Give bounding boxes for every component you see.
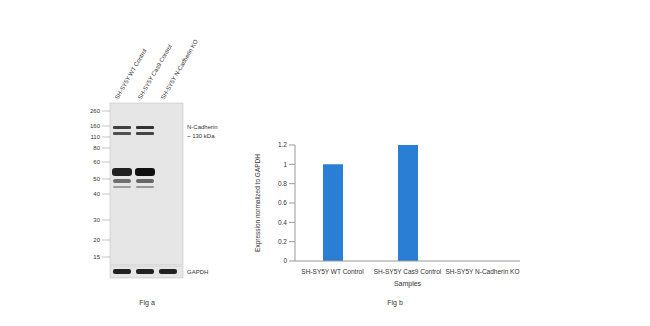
svg-text:0: 0 [283,257,287,264]
svg-text:160: 160 [90,123,101,129]
svg-text:Fig a: Fig a [139,299,155,307]
svg-text:0.2: 0.2 [278,238,287,245]
svg-text:260: 260 [90,108,101,114]
svg-text:Expression normalized to GAPDH: Expression normalized to GAPDH [254,154,262,252]
svg-text:0.4: 0.4 [278,219,287,226]
svg-text:Fig b: Fig b [387,299,403,307]
svg-text:~ 130 kDa: ~ 130 kDa [187,133,215,139]
svg-text:SH-SY5Y WT Control: SH-SY5Y WT Control [301,268,364,275]
svg-text:0.6: 0.6 [278,199,287,206]
svg-text:SH-SY5Y N-Cadherin KO: SH-SY5Y N-Cadherin KO [160,38,199,100]
svg-text:SH-SY5Y Cas9 Control: SH-SY5Y Cas9 Control [374,268,442,275]
svg-text:80: 80 [93,145,100,151]
svg-text:60: 60 [93,159,100,165]
svg-text:SH-SY5Y N-Cadherin KO: SH-SY5Y N-Cadherin KO [446,268,520,275]
svg-text:Samples: Samples [394,280,422,288]
svg-text:SH-SY5Y WT Control: SH-SY5Y WT Control [113,47,148,101]
svg-text:SH-SY5Y Cas9 Control: SH-SY5Y Cas9 Control [136,43,173,101]
svg-text:110: 110 [90,134,100,140]
svg-text:0.8: 0.8 [278,180,287,187]
svg-text:30: 30 [93,217,100,223]
svg-text:40: 40 [93,191,100,197]
svg-text:15: 15 [93,254,100,260]
svg-text:1: 1 [283,161,287,168]
svg-text:GAPDH: GAPDH [187,269,208,275]
svg-text:N-Cadherin: N-Cadherin [187,124,218,130]
svg-text:1.2: 1.2 [278,141,287,148]
svg-text:50: 50 [93,176,100,182]
svg-text:20: 20 [93,237,100,243]
